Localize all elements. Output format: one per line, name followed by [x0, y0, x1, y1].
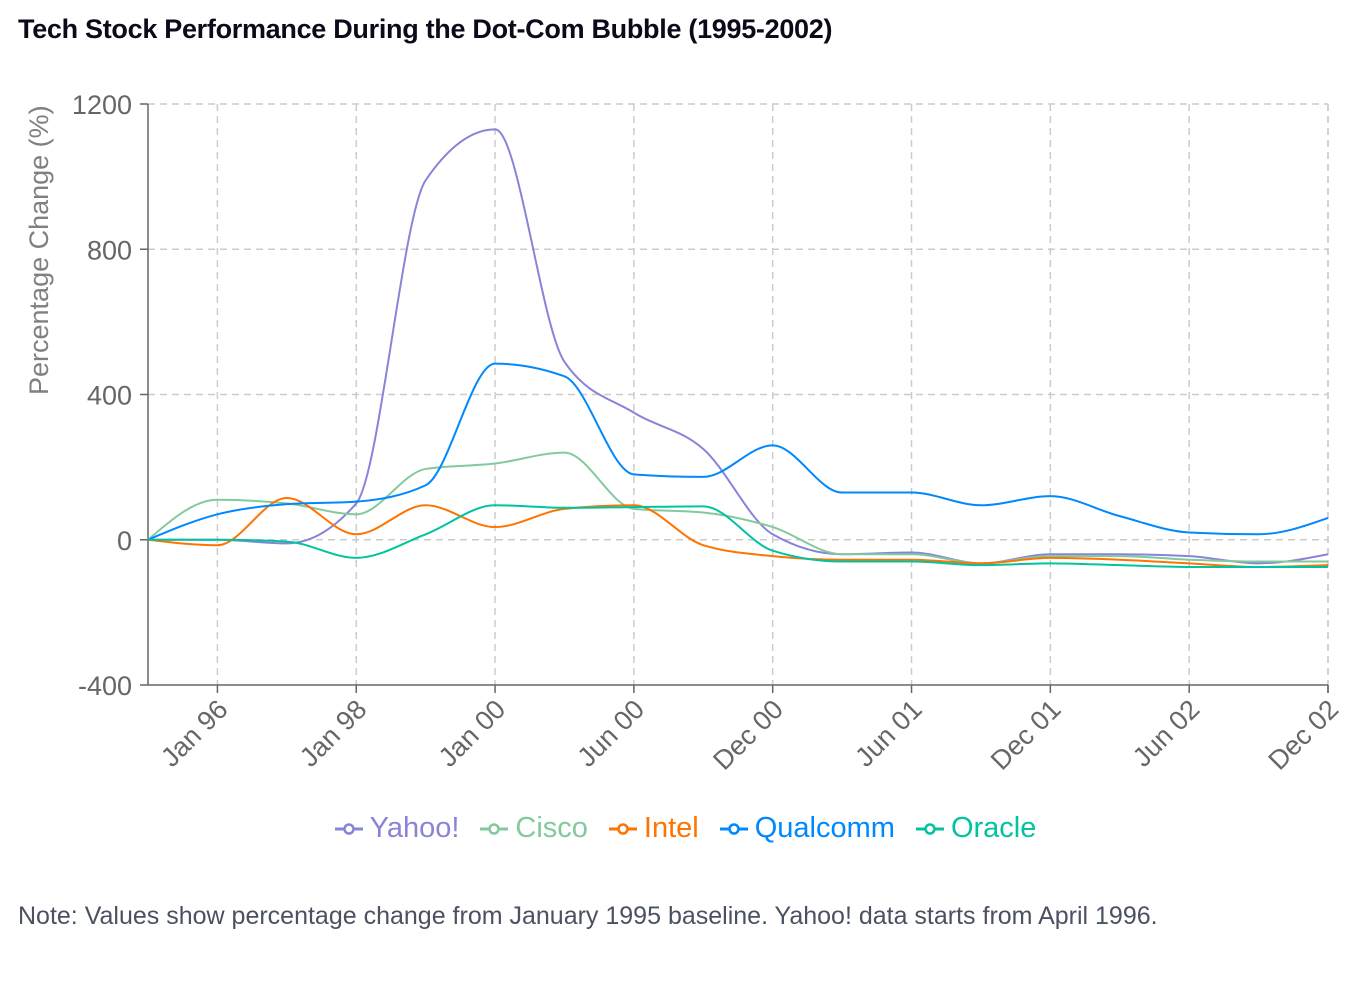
x-tick-label: Dec 01 [985, 694, 1067, 776]
legend-item-intel[interactable]: Intel [608, 812, 699, 845]
legend-label: Qualcomm [754, 812, 895, 844]
x-tick-label: Jun 00 [572, 694, 651, 773]
series-line-cisco [147, 451, 1328, 565]
x-tick-label: Dec 02 [1263, 694, 1345, 776]
legend-label: Intel [643, 812, 699, 844]
legend-label: Cisco [515, 812, 588, 844]
legend-item-oracle[interactable]: Oracle [915, 812, 1036, 845]
axes [140, 103, 1329, 693]
legend-line-marker-icon [480, 822, 509, 835]
chart-title: Tech Stock Performance During the Dot-Co… [18, 14, 833, 44]
x-tick-label: Jan 96 [155, 694, 234, 773]
footnote: Note: Values show percentage change from… [18, 902, 1158, 930]
y-tick-label: 1200 [72, 90, 132, 120]
legend-line-marker-icon [915, 822, 944, 835]
grid [148, 103, 1329, 685]
legend-label: Oracle [950, 812, 1037, 844]
legend: Yahoo! Cisco Intel Qualcomm Oracle [0, 812, 1370, 845]
legend-line-marker-icon [608, 822, 637, 835]
legend-line-marker-icon [719, 822, 748, 835]
series-lines [147, 128, 1329, 568]
legend-item-cisco[interactable]: Cisco [479, 812, 588, 845]
x-tick-label: Jun 02 [1127, 694, 1206, 773]
y-tick-label: 800 [87, 235, 132, 265]
legend-line-marker-icon [334, 822, 363, 835]
y-axis-title: Percentage Change (%) [24, 105, 54, 395]
series-line-intel [147, 496, 1329, 568]
legend-label: Yahoo! [369, 812, 460, 844]
y-tick-label: 0 [117, 526, 132, 556]
legend-item-qualcomm[interactable]: Qualcomm [719, 812, 895, 845]
line-chart: -400 0 400 800 1200 Jan 96 Jan 98 Jan 00 Jun 00… [24, 90, 1344, 776]
x-tick-labels: Jan 96 Jan 98 Jan 00 Jun 00 Dec 00 Jun 01 Dec … [155, 694, 1344, 776]
x-tick-label: Jan 00 [433, 694, 512, 773]
legend-item-yahoo[interactable]: Yahoo! [334, 812, 460, 845]
series-line-oracle [147, 504, 1328, 568]
series-line-qualcomm [147, 362, 1329, 541]
y-tick-label: 400 [87, 381, 132, 411]
y-tick-label: -400 [78, 671, 132, 701]
x-tick-label: Jun 01 [849, 694, 928, 773]
x-tick-label: Jan 98 [294, 694, 373, 773]
y-tick-labels: -400 0 400 800 1200 [72, 90, 132, 701]
x-tick-label: Dec 00 [707, 694, 789, 776]
series-line-yahoo [147, 128, 1329, 565]
